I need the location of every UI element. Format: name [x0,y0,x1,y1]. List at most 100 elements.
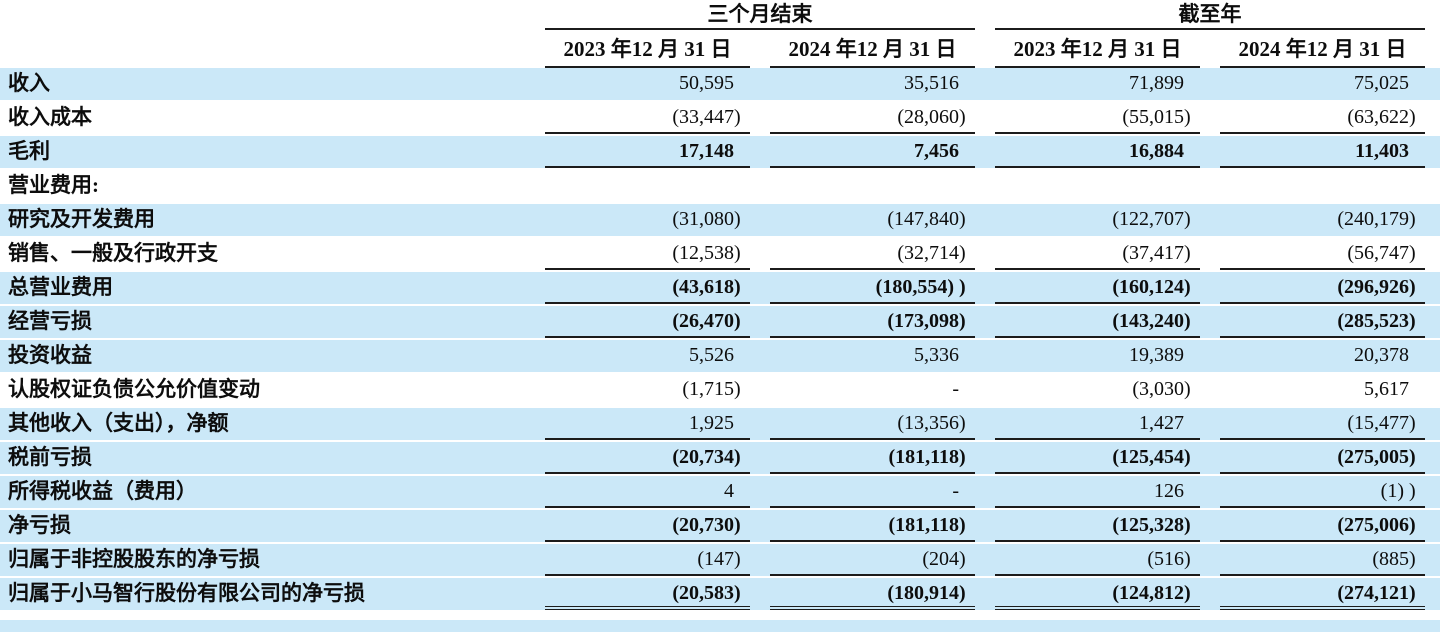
value-cell: (125,328) [995,510,1200,542]
table-row: 研究及开发费用 (31,080) (147,840) (122,707) (240,17… [0,204,1440,238]
row-label: 其他收入（支出），净额 [8,411,229,435]
value-cell: 75,025 [1354,72,1409,94]
bottom-gap [0,612,1440,620]
value-cell: (13,356) [770,408,975,440]
value-cell: (63,622) [1220,102,1425,134]
value-cell: (180,554) ) [770,272,975,304]
value-cell: (43,618) [545,272,750,304]
value-cell: (1,715) [682,378,741,400]
value-cell: (181,118) [770,442,975,474]
value-cell [1220,170,1425,202]
value-cell: (147,840) [887,208,966,230]
value-cell: (181,118) [770,510,975,542]
row-label: 税前亏损 [8,445,92,469]
column-group-row: 三个月结束 截至年 [0,0,1440,30]
column-header-2: 2024 年12 月 31 日 [770,32,975,68]
row-label: 研究及开发费用 [8,207,155,231]
value-cell: (124,812) [995,578,1200,610]
value-cell: (3,030) [1132,378,1191,400]
row-label: 营业费用: [8,173,99,197]
value-cell: (31,080) [672,208,741,230]
value-cell: (173,098) [770,306,975,338]
column-header-4: 2024 年12 月 31 日 [1220,32,1425,68]
value-cell: (160,124) [995,272,1200,304]
value-cell: 50,595 [679,72,734,94]
value-cell: (32,714) [770,238,975,270]
table-row: 毛利 17,148 7,456 16,884 11,403 [0,136,1440,170]
table-row: 税前亏损 (20,734) (181,118) (125,454) (275,005) [0,442,1440,476]
value-cell: (885) [1220,544,1425,576]
value-cell: (275,006) [1220,510,1425,542]
value-cell: (26,470) [545,306,750,338]
value-cell: (33,447) [545,102,750,134]
value-cell: (296,926) [1220,272,1425,304]
row-label: 销售、一般及行政开支 [8,241,218,265]
value-cell: (56,747) [1220,238,1425,270]
row-label: 毛利 [8,139,50,163]
value-cell: (274,121) [1220,578,1425,610]
value-cell: (516) [995,544,1200,576]
value-cell: (122,707) [1112,208,1191,230]
value-cell: 19,389 [1129,344,1184,366]
value-cell: (180,914) [770,578,975,610]
value-cell: (37,417) [995,238,1200,270]
value-cell: (240,179) [1337,208,1416,230]
row-label: 投资收益 [8,343,92,367]
value-cell: - [952,378,959,400]
value-cell: 16,884 [995,136,1200,168]
value-cell [770,170,975,202]
row-label: 净亏损 [8,513,71,537]
column-header-1: 2023 年12 月 31 日 [545,32,750,68]
value-cell: (147) [545,544,750,576]
column-header-row: 2023 年12 月 31 日 2024 年12 月 31 日 2023 年12 月… [0,30,1440,68]
value-cell: 5,617 [1364,378,1409,400]
row-label: 认股权证负债公允价值变动 [8,377,260,401]
value-cell: (20,734) [545,442,750,474]
value-cell: (55,015) [995,102,1200,134]
table-bottom-strip [0,620,1440,632]
value-cell: 5,336 [914,344,959,366]
value-cell: 126 [995,476,1200,508]
table-row: 营业费用: [0,170,1440,204]
value-cell: 17,148 [545,136,750,168]
row-label: 总营业费用 [8,275,113,299]
row-label: 归属于小马智行股份有限公司的净亏损 [8,581,365,605]
table-row: 总营业费用 (43,618) (180,554) ) (160,124) (296,92… [0,272,1440,306]
row-label: 收入成本 [8,105,92,129]
table-row: 其他收入（支出），净额 1,925 (13,356) 1,427 (15,477) [0,408,1440,442]
row-label: 归属于非控股股东的净亏损 [8,547,260,571]
value-cell: (285,523) [1220,306,1425,338]
table-row: 收入 50,595 35,516 71,899 75,025 [0,68,1440,102]
table-row: 归属于小马智行股份有限公司的净亏损 (20,583) (180,914) (124,8… [0,578,1440,612]
value-cell: (12,538) [545,238,750,270]
table-row: 收入成本 (33,447) (28,060) (55,015) (63,622) [0,102,1440,136]
value-cell [995,170,1200,202]
value-cell: (20,583) [545,578,750,610]
value-cell: 5,526 [689,344,734,366]
column-header-3: 2023 年12 月 31 日 [995,32,1200,68]
table-row: 归属于非控股股东的净亏损 (147) (204) (516) (885) [0,544,1440,578]
value-cell: 11,403 [1220,136,1425,168]
row-label: 经营亏损 [8,309,92,333]
value-cell: 35,516 [904,72,959,94]
value-cell: - [770,476,975,508]
row-label: 收入 [8,71,50,95]
table-row: 认股权证负债公允价值变动 (1,715) - (3,030) 5,617 [0,374,1440,408]
value-cell: (1) ) [1220,476,1425,508]
table-row: 销售、一般及行政开支 (12,538) (32,714) (37,417) (56,74… [0,238,1440,272]
value-cell: (275,005) [1220,442,1425,474]
value-cell: (15,477) [1220,408,1425,440]
value-cell: (143,240) [995,306,1200,338]
value-cell: 4 [545,476,750,508]
table-row: 所得税收益（费用） 4-126 (1) ) [0,476,1440,510]
column-group-three-months-ended: 三个月结束 [545,1,975,30]
row-label: 所得税收益（费用） [8,479,197,503]
value-cell: (20,730) [545,510,750,542]
value-cell: 1,427 [995,408,1200,440]
table-row: 经营亏损 (26,470) (173,098) (143,240) (285,523) [0,306,1440,340]
value-cell: (125,454) [995,442,1200,474]
value-cell: 71,899 [1129,72,1184,94]
value-cell: 1,925 [545,408,750,440]
column-group-year-ended: 截至年 [995,1,1425,30]
table-row: 投资收益 5,526 5,336 19,389 20,378 [0,340,1440,374]
